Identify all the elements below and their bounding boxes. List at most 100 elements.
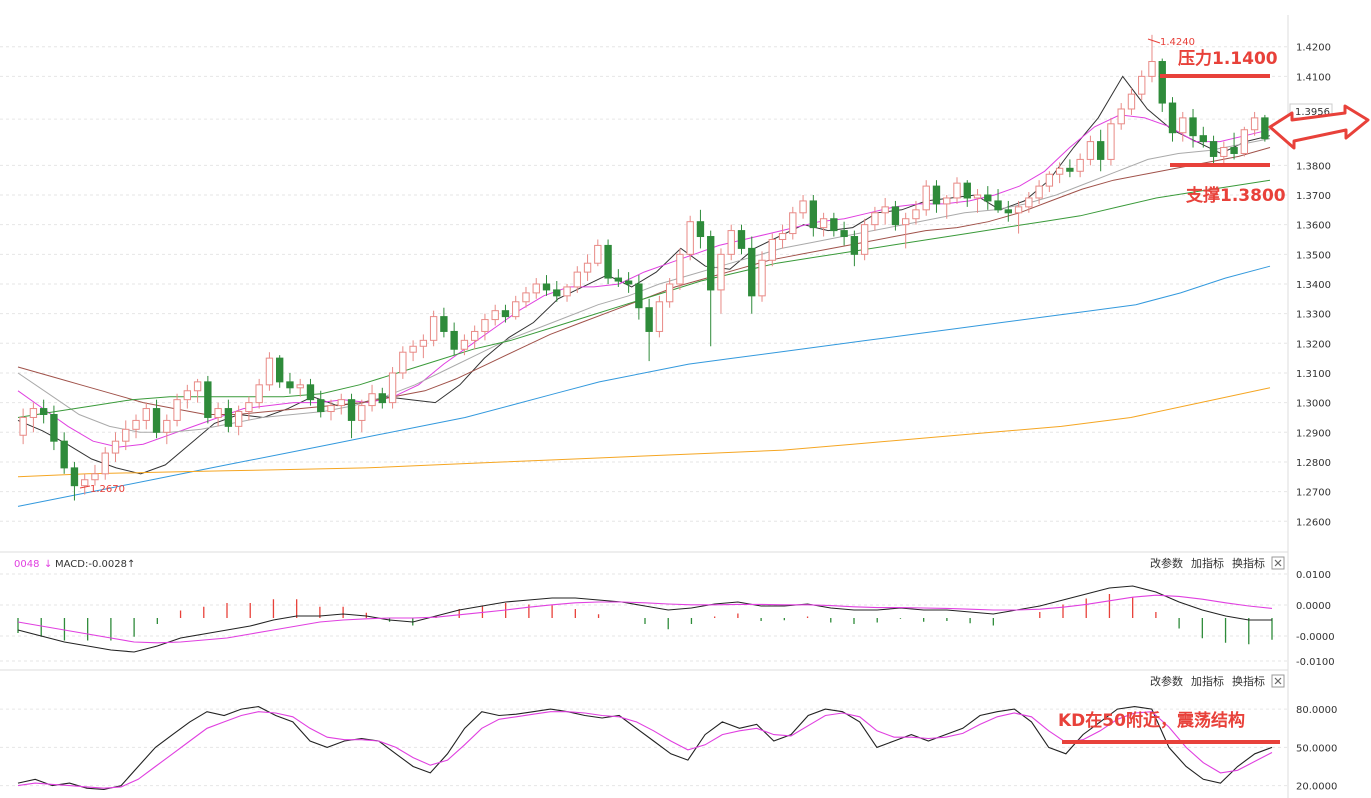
price-grid [0,46,1288,522]
candle-body [542,283,551,291]
candle-body [645,307,653,332]
macd-tick-label: -0.0000 [1296,632,1335,643]
price-tick-label: 1.4100 [1296,72,1331,83]
price-tick-label: 1.3700 [1296,191,1331,202]
down-arrow-icon: ↓ [44,559,52,570]
candle-body [1045,173,1054,187]
candle-body [912,209,920,220]
low-marker: 1.2670 [79,484,125,495]
macd-switch-indicator-button[interactable]: 换指标 [1232,556,1265,570]
candle-body [1055,167,1064,175]
candle-body [727,230,735,255]
macd-dea-line [17,594,1273,644]
macd-close-icon[interactable] [1271,556,1285,570]
candle-body [932,185,941,205]
candle-body [902,218,910,226]
candle-body [583,262,592,273]
candle-body [635,283,643,309]
candle-body [481,319,489,332]
candle-body [1004,209,1012,214]
candle-body [152,408,161,433]
price-tick-label: 1.3600 [1296,221,1331,232]
candle-body [532,283,540,294]
candle-body [1107,123,1115,160]
candle-body [604,244,612,279]
candle-body [707,236,715,291]
candle-body [122,428,130,442]
candle-body [142,408,150,421]
candle-body [963,182,971,199]
candle-body [994,200,1002,211]
candle-body [696,221,705,238]
candle-body [276,357,284,383]
moving-average-line [17,179,1271,418]
candle-body [1086,141,1095,160]
candle-body [224,408,233,427]
candle-body [265,357,274,386]
resistance-line [1160,74,1270,78]
moving-average-line [17,265,1271,507]
macd-grid [0,573,1288,662]
high-marker-label: 1.4240 [1160,37,1195,48]
candle-body [512,301,520,318]
high-marker: 1.4240 [1147,37,1195,48]
kd-change-params-button[interactable]: 改参数 [1150,674,1183,688]
kd-switch-indicator-button[interactable]: 换指标 [1232,674,1265,688]
candle-body [255,384,263,404]
moving-average-line [17,387,1271,478]
kd-tick-label: 20.0000 [1296,782,1337,793]
candle-body [409,345,417,353]
candle-body [163,419,171,433]
candle-body [553,289,561,297]
candle-body [819,218,828,229]
candle-body [840,230,848,238]
up-arrow-icon: ↑ [127,559,135,570]
moving-average-line [17,147,1271,415]
kd-tick-label: 80.0000 [1296,705,1337,716]
candle-body [1096,141,1105,160]
candle-body [440,316,448,332]
candle-body [470,330,479,341]
candle-body [1066,167,1074,172]
macd-header-value: 0048 [14,559,39,570]
candle-body [378,393,386,404]
candle-body [19,416,27,436]
macd-add-indicator-button[interactable]: 加指标 [1191,556,1224,570]
macd-change-params-button[interactable]: 改参数 [1150,556,1183,570]
candle-body [881,206,889,214]
candle-body [1025,197,1033,208]
candle-body [234,411,243,427]
candle-body [1189,117,1197,137]
kd-add-indicator-button[interactable]: 加指标 [1191,674,1224,688]
candle-body [737,230,746,249]
candle-body [1199,135,1207,143]
price-tick-label: 1.3200 [1296,339,1331,350]
candle-body [768,238,776,261]
kd-tick-label: 50.0000 [1296,743,1337,754]
resistance-label: 压力1.1400 [1178,48,1278,69]
candle-body [665,283,674,303]
candle-body [193,381,202,392]
candle-body [789,212,797,235]
candle-body [778,233,787,240]
candle-body [799,200,807,214]
candle-body [337,399,345,407]
candle-body [399,351,407,374]
candle-body [522,292,530,303]
candle-body [850,236,859,255]
candle-body [368,393,376,407]
candle-body [717,253,725,291]
candle-body [984,194,992,202]
candle-body [1117,108,1125,125]
price-tick-label: 1.4200 [1296,43,1331,54]
candle-body [501,310,510,318]
kd-close-icon[interactable] [1271,674,1285,688]
candle-body [922,185,930,211]
candle-body [1127,93,1136,110]
macd-dif-line [17,585,1272,653]
candle-body [50,413,58,442]
moving-average-lines [17,75,1271,507]
candle-body [214,408,222,418]
price-tick-label: 1.3500 [1296,250,1331,261]
candle-body [830,218,838,232]
